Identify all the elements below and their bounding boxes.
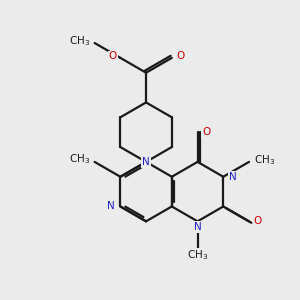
Text: CH$_3$: CH$_3$ [254,154,276,167]
Text: N: N [194,222,201,232]
Text: O: O [176,51,184,62]
Text: N: N [229,172,236,182]
Text: N: N [107,202,115,212]
Text: CH$_3$: CH$_3$ [69,152,90,166]
Text: O: O [202,127,210,137]
Text: CH$_3$: CH$_3$ [69,34,90,48]
Text: O: O [109,51,117,62]
Text: CH$_3$: CH$_3$ [187,249,208,262]
Text: O: O [254,216,262,226]
Text: N: N [142,157,150,167]
